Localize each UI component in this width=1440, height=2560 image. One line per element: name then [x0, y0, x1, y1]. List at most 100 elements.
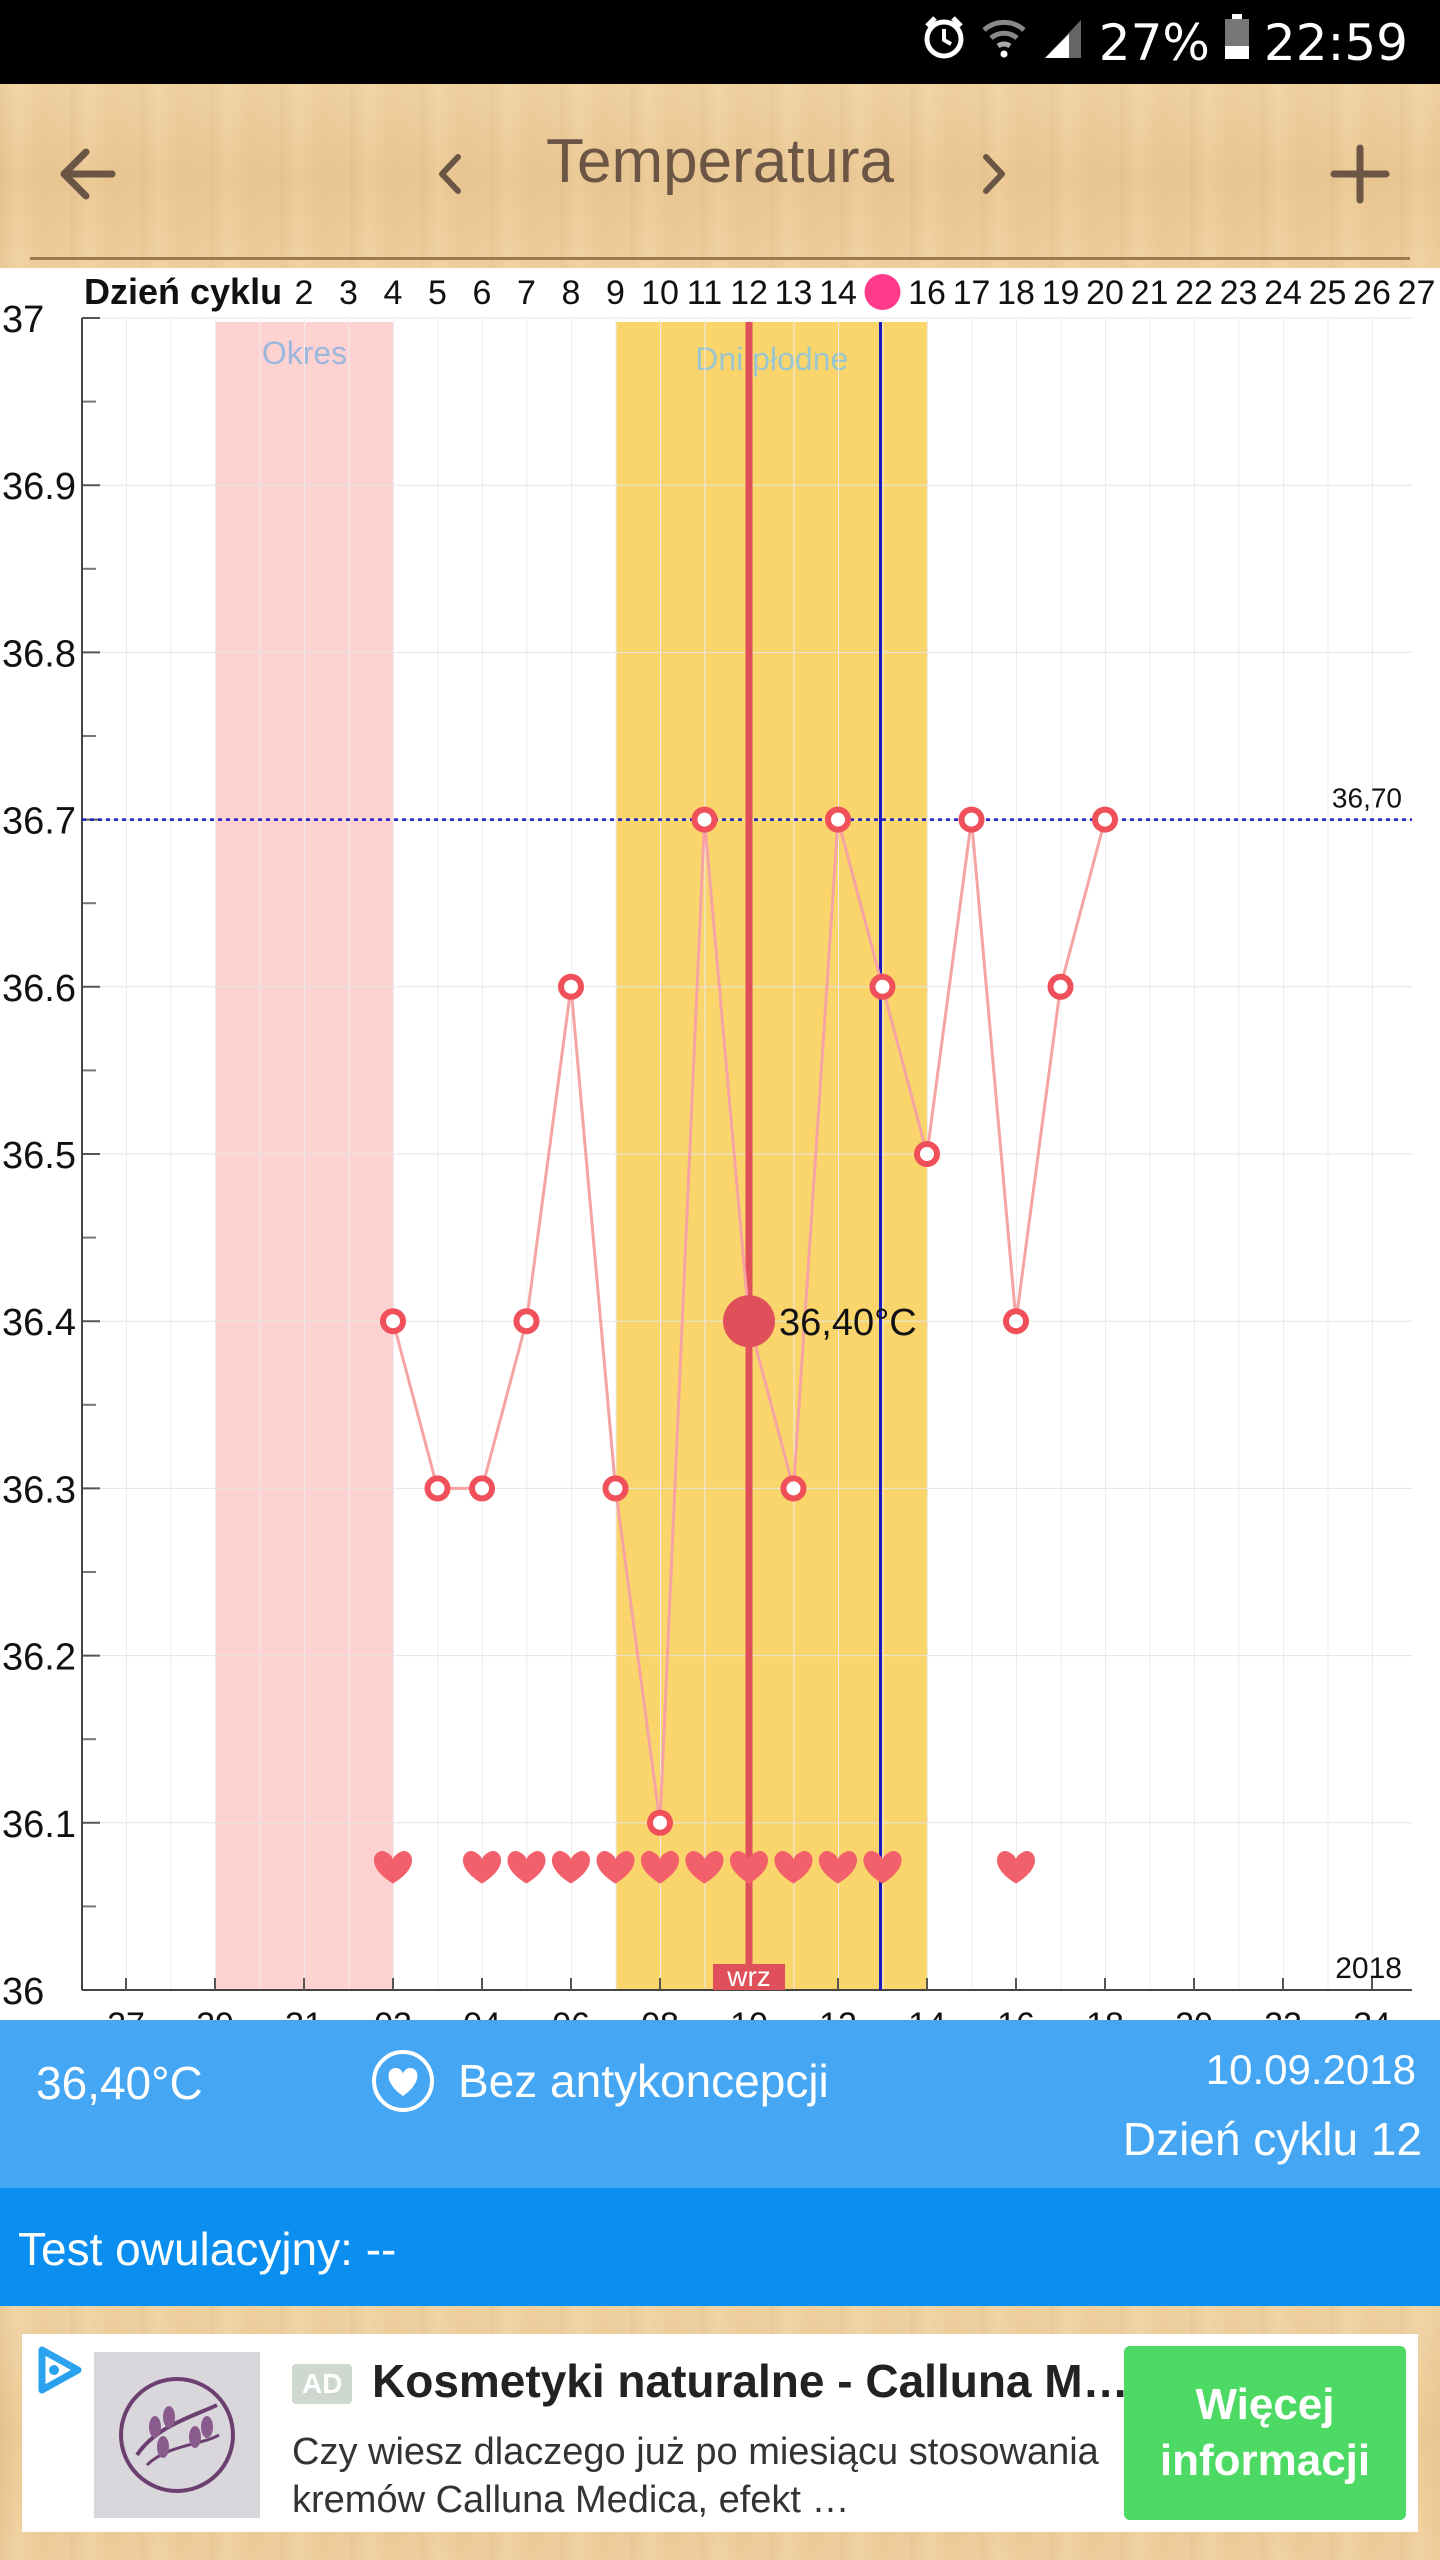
intercourse-heart-icon — [685, 1851, 724, 1884]
data-point[interactable] — [691, 806, 718, 833]
cycle-day-label: 23 — [1220, 274, 1258, 312]
data-point[interactable] — [1047, 973, 1074, 1000]
ad-image[interactable] — [94, 2352, 260, 2518]
fertile-label: Dni płodne — [695, 341, 848, 377]
selected-cycle-day: Dzień cyklu 12 — [1122, 2113, 1422, 2165]
y-tick-label: 36.6 — [2, 968, 76, 1010]
data-point[interactable] — [647, 1809, 673, 1836]
data-point[interactable] — [558, 973, 584, 1000]
status-bar: 27% 22:59 — [0, 0, 1440, 84]
data-point[interactable] — [869, 973, 896, 1000]
intercourse-heart-icon — [996, 1851, 1036, 1884]
temperature-chart-svg[interactable]: Okres Dni płodne 3736.936.836.736.636.536… — [0, 268, 1440, 2020]
cycle-day-label: 22 — [1175, 274, 1213, 312]
cycle-day-label: 2 — [295, 274, 314, 312]
clock: 22:59 — [1263, 14, 1408, 72]
alarm-icon — [921, 14, 967, 72]
y-tick-label: 36.3 — [2, 1469, 76, 1511]
date-tick-label: 10 — [730, 2006, 768, 2020]
page-title: Temperatura — [545, 127, 895, 196]
back-arrow-icon — [60, 148, 116, 200]
cycle-day-label: 6 — [473, 274, 492, 312]
cycle-day-label: 11 — [687, 274, 722, 312]
date-tick-label: 16 — [997, 2006, 1035, 2020]
ad-badge: AD — [292, 2364, 353, 2404]
intercourse-heart-icon — [551, 1851, 591, 1884]
cycle-day-label: 27 — [1398, 274, 1436, 312]
cycle-day-label: 8 — [562, 274, 581, 312]
previous-button[interactable] — [400, 124, 500, 224]
data-point[interactable] — [513, 1308, 540, 1335]
cycle-day-label: 3 — [339, 274, 358, 312]
cycle-day-label: 10 — [641, 274, 679, 312]
selected-point[interactable] — [723, 1295, 775, 1348]
contraception-status: Bez antykoncepcji — [370, 2048, 829, 2114]
data-point[interactable] — [1092, 806, 1118, 833]
y-tick-label: 36.2 — [2, 1637, 76, 1679]
ad-description[interactable]: Czy wiesz dlaczego już po miesiącu stoso… — [292, 2431, 1099, 2521]
data-point[interactable] — [469, 1475, 495, 1502]
y-tick-label: 37 — [2, 299, 44, 341]
chevron-left-icon — [439, 154, 461, 194]
cycle-day-label: 12 — [730, 274, 768, 312]
app-bar: Temperatura — [0, 84, 1440, 268]
date-tick-label: 02 — [374, 2006, 412, 2020]
ad-cta-button[interactable]: Więcej informacji — [1124, 2346, 1406, 2520]
cycle-day-label: 21 — [1131, 274, 1169, 312]
day-info-bar[interactable]: 36,40°C Bez antykoncepcji 10.09.2018 Dzi… — [0, 2020, 1440, 2188]
intercourse-heart-icon — [462, 1851, 502, 1884]
cycle-day-label: 24 — [1264, 274, 1302, 312]
next-button[interactable] — [944, 124, 1044, 224]
date-tick-label: 06 — [552, 2006, 590, 2020]
data-point[interactable] — [1003, 1308, 1029, 1335]
intercourse-heart-icon — [373, 1851, 413, 1884]
data-point[interactable] — [602, 1475, 629, 1502]
cycle-day-label: 16 — [908, 274, 946, 312]
cycle-day-label: 13 — [775, 274, 813, 312]
plus-icon — [1330, 144, 1390, 204]
data-point[interactable] — [958, 806, 985, 833]
intercourse-heart-icon — [507, 1851, 546, 1884]
cycle-day-label: 18 — [997, 274, 1035, 312]
ad-card[interactable]: AD Kosmetyki naturalne - Calluna M… Czy … — [22, 2334, 1418, 2532]
cycle-day-label: 9 — [606, 274, 625, 312]
month-label: wrz — [726, 1961, 771, 1992]
y-tick-label: 36 — [2, 1971, 44, 2013]
data-point[interactable] — [380, 1308, 406, 1335]
data-point[interactable] — [914, 1141, 940, 1167]
date-tick-label: 24 — [1353, 2006, 1391, 2020]
adchoices-icon[interactable] — [34, 2344, 86, 2401]
intercourse-heart-icon — [863, 1851, 902, 1884]
cycle-day-label: 4 — [384, 274, 403, 312]
ovulation-test-bar[interactable]: Test owulacyjny: -- — [0, 2188, 1440, 2306]
wifi-icon — [981, 14, 1027, 72]
heart-circle-icon — [372, 2050, 434, 2112]
date-tick-label: 04 — [463, 2006, 501, 2020]
ad-area: AD Kosmetyki naturalne - Calluna M… Czy … — [0, 2306, 1440, 2560]
back-button[interactable] — [38, 124, 138, 224]
data-point[interactable] — [780, 1475, 807, 1502]
date-tick-label: 22 — [1264, 2006, 1302, 2020]
cycle-day-label: 14 — [819, 274, 857, 312]
intercourse-heart-icon — [640, 1851, 680, 1884]
selected-point-label: 36,40°C — [779, 1302, 917, 1344]
date-tick-label: 31 — [285, 2006, 323, 2020]
date-tick-label: 18 — [1086, 2006, 1124, 2020]
app-bar-divider — [30, 257, 1410, 260]
ad-title[interactable]: Kosmetyki naturalne - Calluna M… — [372, 2355, 1129, 2407]
year-label: 2018 — [1335, 1952, 1402, 1985]
y-tick-label: 36.5 — [2, 1135, 76, 1177]
temperature-chart[interactable]: Okres Dni płodne 37 36.9 36.8 36.7 36.6 36.5 36… — [0, 268, 1440, 2020]
intercourse-heart-icon — [596, 1851, 635, 1884]
date-tick-label: 08 — [641, 2006, 679, 2020]
data-point[interactable] — [424, 1475, 451, 1502]
add-button[interactable] — [1310, 124, 1410, 224]
date-tick-label: 14 — [908, 2006, 946, 2020]
cycle-day-label: 20 — [1086, 274, 1124, 312]
selected-date: 10.09.2018 — [1205, 2046, 1416, 2093]
selected-temperature: 36,40°C — [36, 2057, 203, 2109]
data-point[interactable] — [825, 806, 851, 833]
y-tick-label: 36.4 — [2, 1302, 76, 1344]
y-tick-label: 36.9 — [2, 466, 76, 508]
month-tag — [713, 1964, 785, 1990]
